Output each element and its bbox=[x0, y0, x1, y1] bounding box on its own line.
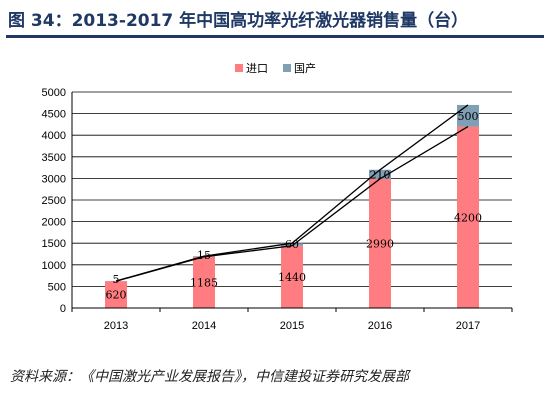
data-label-import: 1440 bbox=[278, 271, 306, 284]
legend-label: 国产 bbox=[294, 61, 316, 75]
data-label-import: 2990 bbox=[366, 237, 394, 250]
data-label-domestic: 210 bbox=[370, 168, 391, 181]
x-tick-label: 2015 bbox=[280, 320, 304, 332]
y-tick-label: 0 bbox=[60, 303, 66, 315]
y-tick-label: 5000 bbox=[42, 87, 66, 99]
data-label-domestic: 15 bbox=[197, 249, 211, 262]
y-axis: 0 500 1000 1500 2000 2500 3000 3500 4000 4500 5000 bbox=[42, 87, 73, 315]
data-label-import: 4200 bbox=[454, 211, 482, 224]
x-tick-label: 2017 bbox=[456, 320, 480, 332]
bars bbox=[105, 104, 479, 308]
x-tick-label: 2016 bbox=[368, 320, 392, 332]
y-tick-label: 2000 bbox=[42, 217, 66, 229]
y-tick-label: 1000 bbox=[42, 260, 66, 272]
y-tick-label: 1500 bbox=[42, 238, 66, 250]
data-labels: 620 5 1185 15 1440 60 2990 210 4200 500 bbox=[106, 110, 483, 302]
trend-lines bbox=[115, 104, 469, 282]
data-label-import: 620 bbox=[106, 289, 127, 302]
legend-label: 进口 bbox=[246, 62, 268, 75]
legend: 进口 国产 bbox=[235, 61, 316, 75]
bar-import bbox=[193, 256, 215, 308]
y-tick-label: 4500 bbox=[42, 109, 66, 121]
data-label-domestic: 60 bbox=[285, 238, 299, 251]
y-tick-label: 2500 bbox=[42, 195, 66, 207]
data-label-domestic: 500 bbox=[458, 110, 479, 123]
bar-domestic bbox=[457, 104, 479, 127]
bar-domestic bbox=[369, 169, 391, 179]
bar-import bbox=[457, 126, 479, 308]
y-tick-label: 3000 bbox=[42, 173, 66, 185]
bar-import bbox=[369, 178, 391, 308]
data-label-domestic: 5 bbox=[113, 273, 120, 286]
y-tick-label: 4000 bbox=[42, 130, 66, 142]
bar-import bbox=[105, 281, 127, 308]
grid bbox=[72, 91, 512, 287]
x-tick-label: 2014 bbox=[192, 320, 216, 332]
bar-import bbox=[281, 245, 303, 308]
source-note: 资料来源：《中国激光产业发展报告》，中信建投证券研究发展部 bbox=[10, 369, 409, 385]
x-tick-label: 2013 bbox=[104, 320, 128, 332]
trend-line-total bbox=[115, 104, 469, 282]
legend-swatch bbox=[283, 64, 291, 72]
y-tick-label: 3500 bbox=[42, 152, 66, 164]
bar-domestic bbox=[281, 243, 303, 246]
chart: 进口 国产 0 500 1000 1500 2000 2500 3000 3500 4000 450… bbox=[42, 61, 513, 332]
legend-swatch bbox=[235, 64, 243, 72]
title-rule bbox=[6, 35, 544, 38]
data-label-import: 1185 bbox=[190, 276, 218, 289]
y-tick-label: 500 bbox=[48, 281, 66, 293]
figure-title: 图 34：2013-2017 年中国高功率光纤激光器销售量（台） bbox=[8, 11, 469, 31]
x-axis: 2013 2014 2015 2016 2017 bbox=[71, 307, 513, 332]
